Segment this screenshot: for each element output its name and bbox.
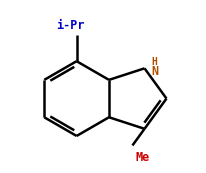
Text: i-Pr: i-Pr: [55, 19, 84, 32]
Text: N: N: [151, 65, 158, 78]
Text: Me: Me: [135, 151, 149, 164]
Text: H: H: [151, 57, 156, 67]
